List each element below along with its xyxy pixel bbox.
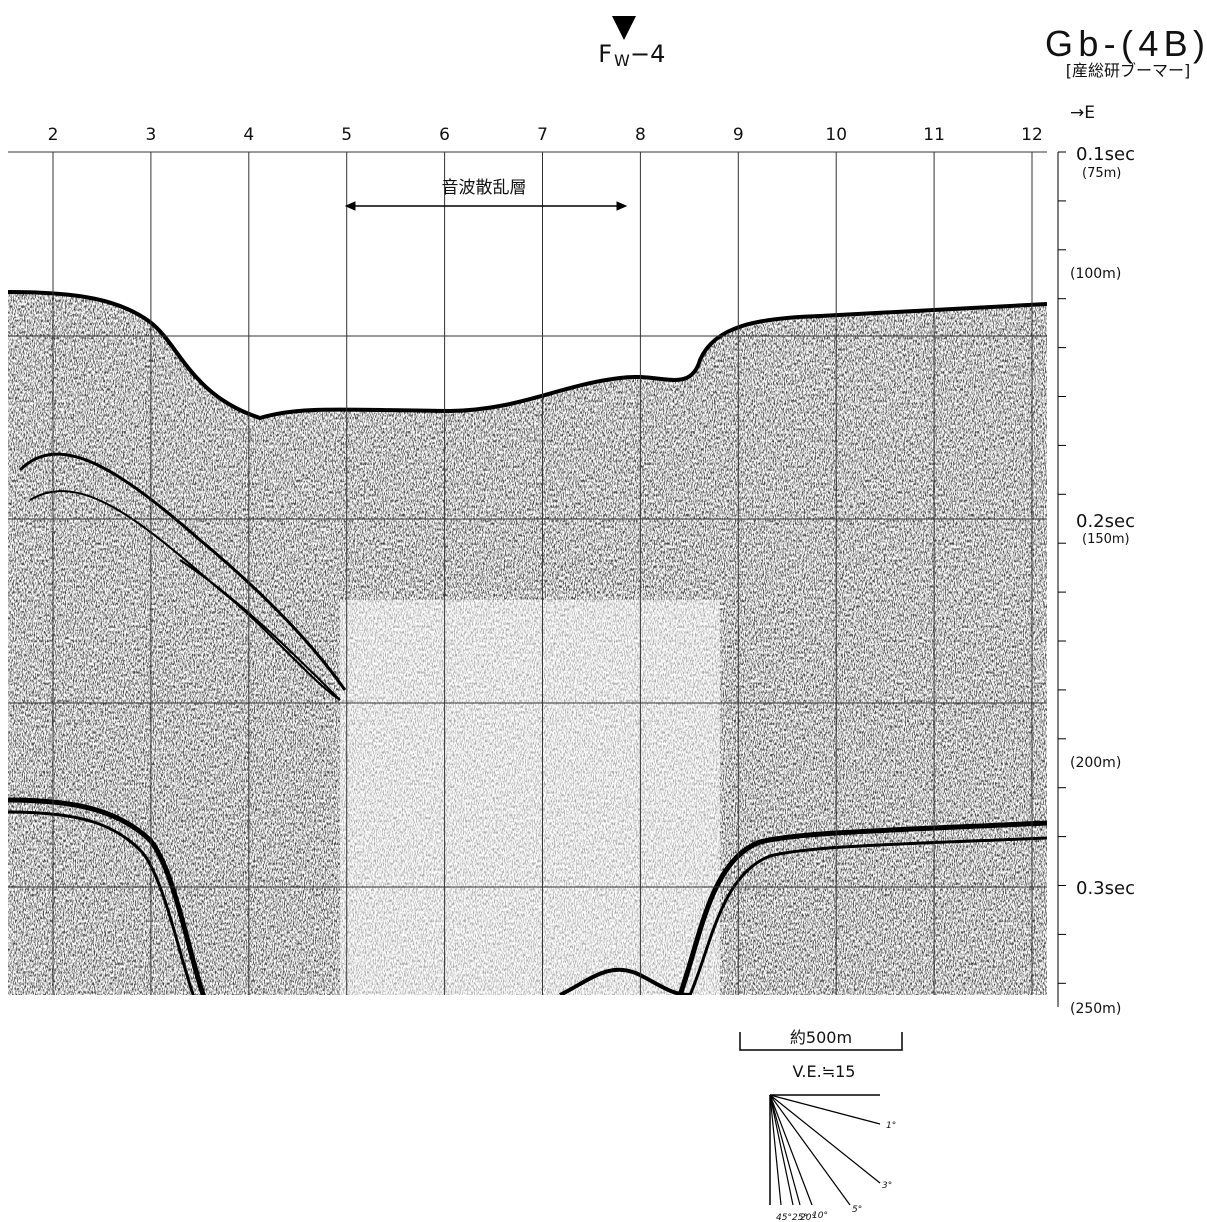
depth-label: (200m) bbox=[1070, 755, 1121, 771]
depth-label: 0.1sec bbox=[1076, 144, 1135, 165]
depth-label: 0.2sec bbox=[1076, 511, 1135, 532]
fan-line bbox=[769, 1094, 851, 1206]
site-subscript: W bbox=[614, 51, 630, 70]
fix-number: 10 bbox=[825, 125, 847, 145]
site-marker bbox=[612, 16, 636, 40]
angle-label: 1° bbox=[886, 1121, 896, 1131]
fan-line bbox=[769, 1094, 881, 1125]
direction: →E bbox=[1070, 103, 1095, 123]
site-letter: F bbox=[598, 40, 612, 68]
angle-label: 20° bbox=[800, 1213, 816, 1222]
angle-label: 45° bbox=[776, 1213, 792, 1222]
profile-id: Gb-(4B) bbox=[1045, 23, 1205, 64]
fix-number: 2 bbox=[48, 125, 59, 145]
fan-line bbox=[769, 1094, 813, 1206]
fan-line bbox=[769, 1094, 782, 1206]
fan-line bbox=[769, 1094, 881, 1184]
fan-line bbox=[769, 1094, 801, 1206]
angle-label: 25° bbox=[792, 1213, 808, 1222]
fix-number: 12 bbox=[1021, 125, 1043, 145]
depth-label: (75m) bbox=[1082, 166, 1121, 181]
annotation-arrow bbox=[344, 201, 628, 211]
angle-fan bbox=[769, 1094, 881, 1206]
reflectors bbox=[8, 290, 1047, 995]
site-number: −4 bbox=[630, 40, 665, 68]
source: [産総研ブーマー] bbox=[1066, 61, 1191, 80]
depth-label: (250m) bbox=[1070, 1001, 1121, 1017]
fan-line bbox=[769, 1094, 794, 1206]
fix-number: 9 bbox=[733, 125, 744, 145]
fix-number: 11 bbox=[923, 125, 945, 145]
fix-number: 7 bbox=[537, 125, 548, 145]
vertical-exaggeration: V.E.≒15 bbox=[793, 1062, 856, 1081]
angle-label: 10° bbox=[812, 1211, 828, 1221]
depth-label: 0.3sec bbox=[1076, 878, 1135, 899]
time-axis bbox=[1057, 151, 1066, 1007]
fix-number: 4 bbox=[243, 125, 254, 145]
depth-label: (100m) bbox=[1070, 266, 1121, 282]
angle-label: 3° bbox=[882, 1181, 892, 1191]
angle-label: 5° bbox=[852, 1205, 862, 1215]
fix-number: 3 bbox=[145, 125, 156, 145]
grid bbox=[8, 151, 1047, 995]
fix-number: 6 bbox=[439, 125, 450, 145]
scale-bar bbox=[739, 1032, 903, 1051]
reflection-texture bbox=[8, 292, 1047, 995]
depth-label: (150m) bbox=[1082, 532, 1130, 547]
fix-number: 5 bbox=[341, 125, 352, 145]
scale-length: 約500m bbox=[790, 1028, 852, 1047]
annotation: 音波散乱層 bbox=[442, 178, 527, 198]
fix-number: 8 bbox=[635, 125, 646, 145]
